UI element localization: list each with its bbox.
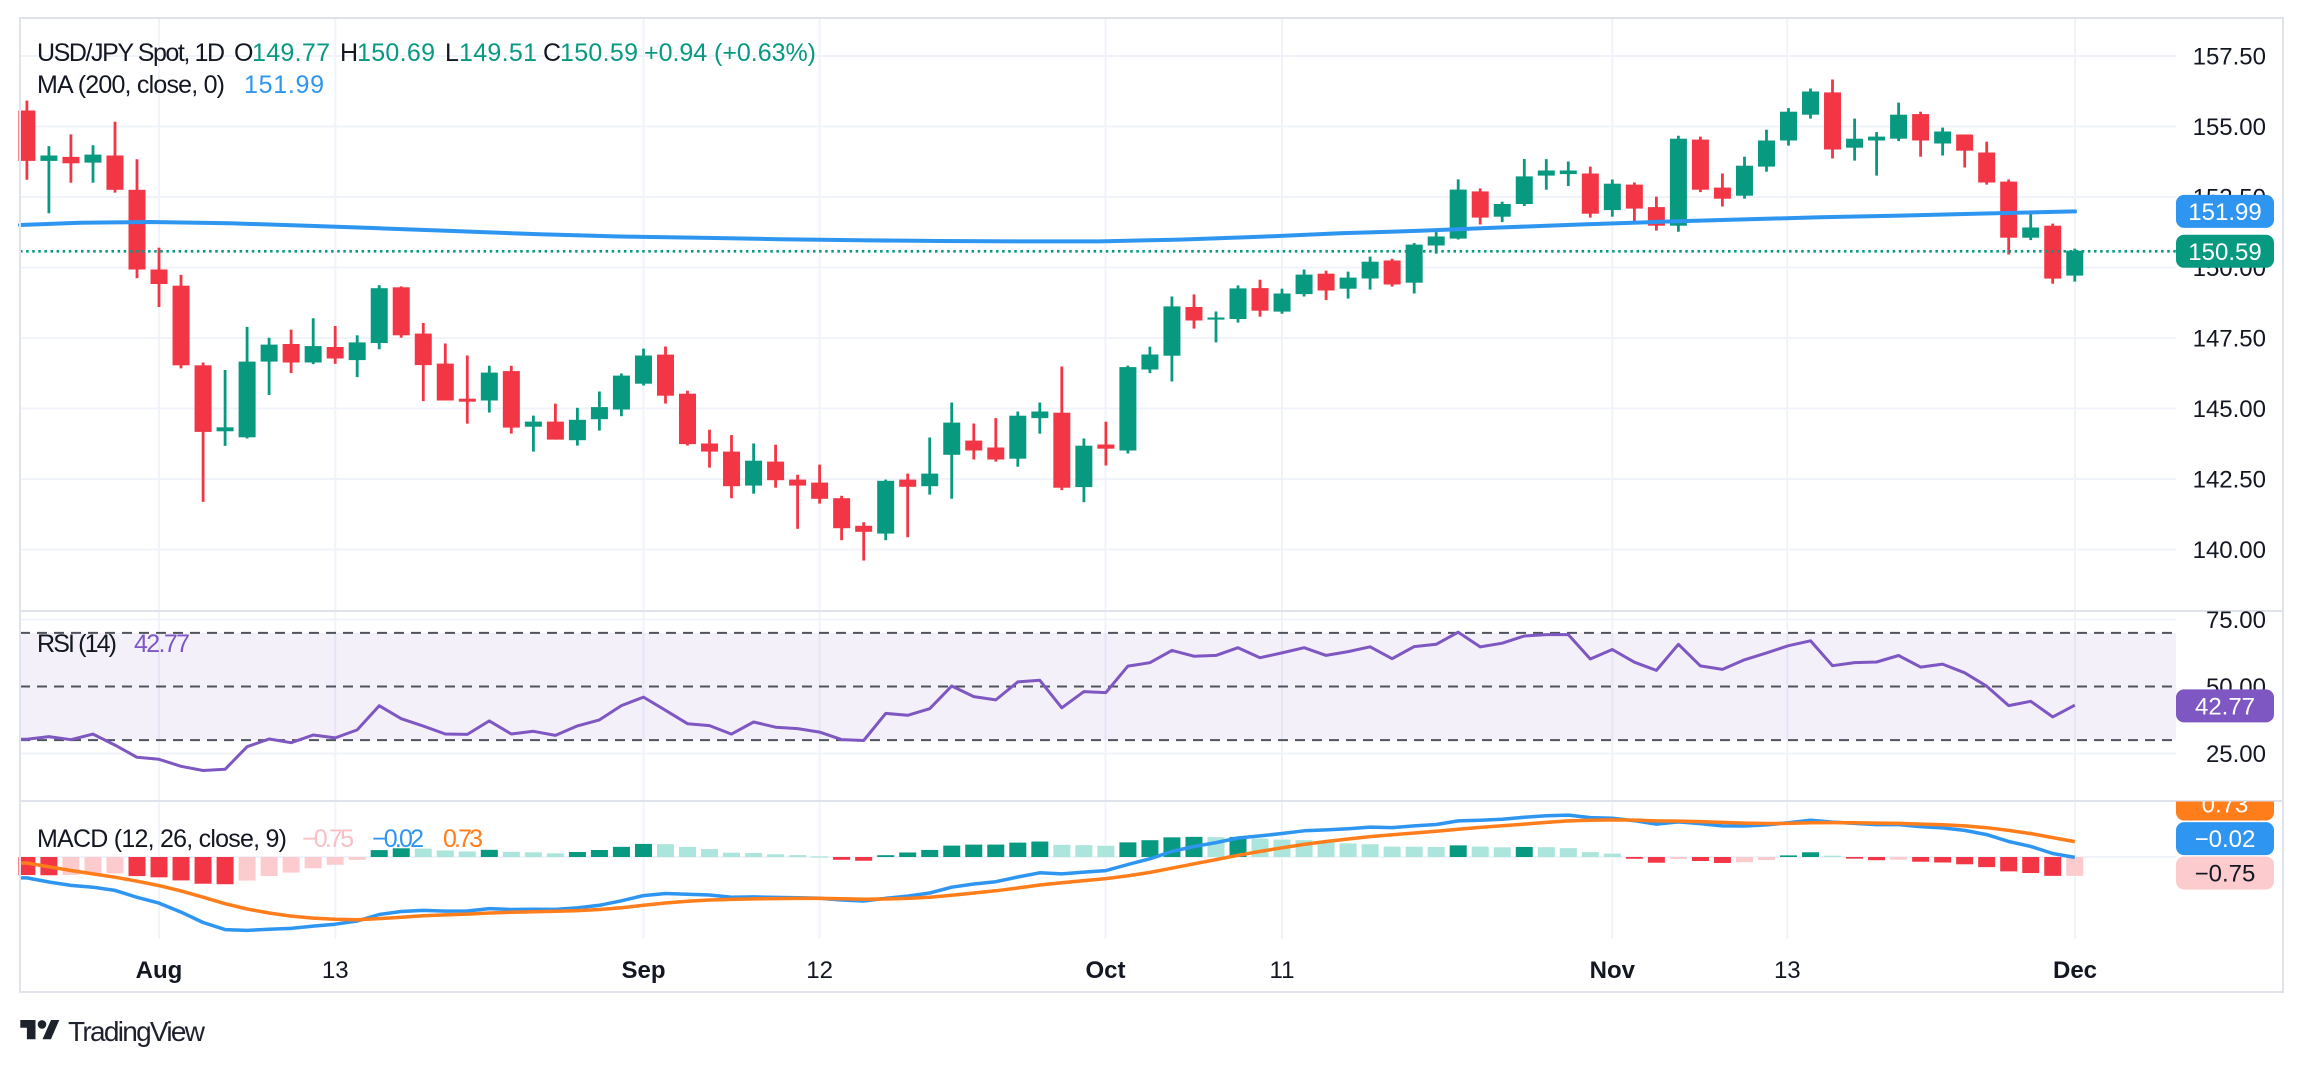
svg-text:−0.75: −0.75	[302, 825, 354, 853]
svg-text:151.99: 151.99	[2188, 199, 2261, 226]
svg-text:0.73: 0.73	[2202, 792, 2249, 819]
svg-text:O: O	[234, 39, 253, 67]
svg-text:13: 13	[322, 957, 349, 984]
svg-text:42.77: 42.77	[2195, 693, 2255, 720]
svg-text:C: C	[543, 39, 561, 67]
svg-text:13: 13	[1774, 957, 1801, 984]
svg-text:−0.75: −0.75	[2195, 861, 2256, 888]
svg-text:H: H	[340, 39, 358, 67]
svg-text:MA (200, close, 0): MA (200, close, 0)	[37, 71, 225, 99]
svg-text:TradingView: TradingView	[68, 1016, 206, 1047]
svg-text:147.50: 147.50	[2193, 326, 2266, 353]
svg-text:149.51: 149.51	[459, 39, 537, 67]
svg-text:149.77: 149.77	[252, 39, 330, 67]
svg-text:MACD (12, 26, close, 9): MACD (12, 26, close, 9)	[37, 825, 287, 853]
svg-text:−0.02: −0.02	[372, 825, 424, 853]
svg-text:151.99: 151.99	[244, 71, 324, 99]
svg-text:42.77: 42.77	[134, 630, 190, 658]
svg-text:142.50: 142.50	[2193, 467, 2266, 494]
svg-text:150.59: 150.59	[2188, 239, 2261, 266]
svg-text:145.00: 145.00	[2193, 396, 2266, 423]
svg-text:RSI (14): RSI (14)	[37, 630, 117, 658]
svg-text:0.73: 0.73	[443, 825, 483, 853]
svg-text:150.59: 150.59	[560, 39, 638, 67]
svg-text:Oct: Oct	[1085, 957, 1125, 984]
svg-text:150.69: 150.69	[357, 39, 435, 67]
svg-text:75.00: 75.00	[2206, 607, 2266, 634]
svg-text:−0.02: −0.02	[2195, 826, 2256, 853]
svg-text:140.00: 140.00	[2193, 537, 2266, 564]
svg-text:L: L	[445, 39, 459, 67]
svg-text:12: 12	[806, 957, 833, 984]
svg-text:USD/JPY Spot, 1D: USD/JPY Spot, 1D	[37, 39, 225, 67]
svg-text:Sep: Sep	[621, 957, 665, 984]
svg-text:25.00: 25.00	[2206, 741, 2266, 768]
svg-text:155.00: 155.00	[2193, 114, 2266, 141]
svg-text:+0.94 (+0.63%): +0.94 (+0.63%)	[644, 39, 816, 67]
svg-text:11: 11	[1270, 957, 1295, 984]
svg-text:Aug: Aug	[136, 957, 183, 984]
svg-text:Dec: Dec	[2053, 957, 2097, 984]
svg-text:157.50: 157.50	[2193, 44, 2266, 71]
svg-text:Nov: Nov	[1590, 957, 1636, 984]
